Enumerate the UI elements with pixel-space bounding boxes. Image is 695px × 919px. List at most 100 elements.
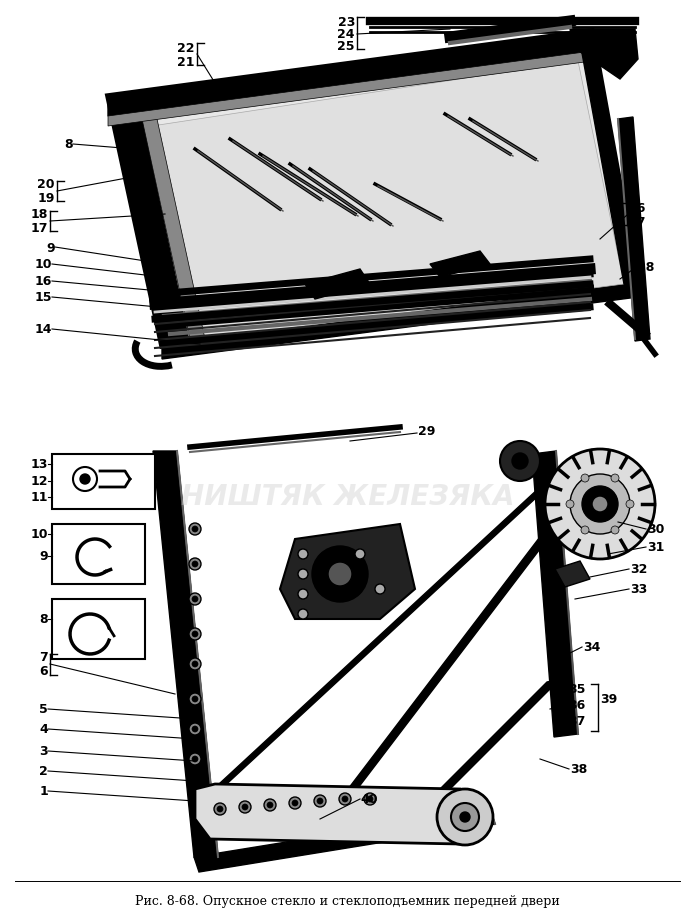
Text: 36: 36 [568, 698, 585, 711]
Circle shape [264, 800, 276, 811]
Circle shape [73, 468, 97, 492]
Circle shape [189, 693, 201, 705]
Text: 5: 5 [39, 703, 48, 716]
Circle shape [570, 474, 630, 535]
Polygon shape [194, 809, 495, 872]
Text: 14: 14 [35, 323, 52, 336]
Text: 40: 40 [360, 792, 377, 806]
Text: 34: 34 [583, 641, 600, 653]
Text: 22: 22 [177, 41, 195, 54]
Circle shape [355, 550, 365, 560]
Circle shape [592, 496, 608, 513]
Circle shape [460, 812, 470, 823]
Polygon shape [192, 471, 565, 809]
Polygon shape [195, 784, 480, 844]
Circle shape [298, 609, 308, 619]
Text: 23: 23 [338, 16, 355, 28]
Circle shape [342, 796, 348, 802]
Circle shape [217, 806, 223, 812]
Polygon shape [280, 525, 415, 619]
Circle shape [189, 559, 201, 571]
Text: 28: 28 [637, 261, 655, 274]
Text: 16: 16 [35, 275, 52, 289]
Text: 18: 18 [31, 209, 48, 221]
Circle shape [339, 793, 351, 805]
Circle shape [192, 596, 198, 602]
Text: 8: 8 [40, 613, 48, 626]
Circle shape [267, 802, 273, 808]
Text: 8: 8 [65, 139, 73, 152]
Circle shape [192, 562, 198, 567]
Polygon shape [390, 679, 560, 839]
Text: 3: 3 [40, 744, 48, 757]
Text: 38: 38 [570, 763, 587, 776]
Text: 1: 1 [39, 785, 48, 798]
Circle shape [367, 796, 373, 802]
Polygon shape [578, 32, 638, 285]
Polygon shape [570, 30, 638, 80]
Circle shape [192, 662, 198, 667]
Text: 11: 11 [31, 491, 48, 504]
Text: 15: 15 [35, 291, 52, 304]
Text: 35: 35 [568, 683, 585, 696]
Circle shape [451, 803, 479, 831]
Text: 9: 9 [40, 550, 48, 562]
Circle shape [298, 550, 308, 560]
Circle shape [242, 804, 248, 811]
Circle shape [192, 726, 198, 732]
Circle shape [292, 800, 298, 806]
Circle shape [328, 562, 352, 586]
Text: 7: 7 [39, 651, 48, 664]
Polygon shape [555, 562, 590, 587]
Polygon shape [152, 62, 624, 340]
Circle shape [298, 570, 308, 579]
Circle shape [189, 723, 201, 735]
Circle shape [192, 527, 198, 532]
Circle shape [189, 629, 201, 641]
Circle shape [312, 547, 368, 602]
Polygon shape [108, 32, 638, 346]
Text: 29: 29 [418, 425, 435, 438]
Text: Рис. 8-68. Опускное стекло и стеклоподъемник передней двери: Рис. 8-68. Опускное стекло и стеклоподъе… [135, 894, 560, 908]
Text: 2: 2 [39, 765, 48, 777]
Text: 10: 10 [35, 258, 52, 271]
Circle shape [289, 797, 301, 809]
Circle shape [545, 449, 655, 560]
Circle shape [500, 441, 540, 482]
Circle shape [189, 658, 201, 670]
Circle shape [192, 631, 198, 637]
Polygon shape [618, 118, 650, 342]
Text: 13: 13 [31, 458, 48, 471]
Circle shape [611, 527, 619, 535]
Circle shape [189, 524, 201, 536]
Polygon shape [305, 269, 370, 300]
Text: 6: 6 [40, 664, 48, 677]
Polygon shape [430, 252, 490, 278]
Circle shape [189, 754, 201, 766]
Circle shape [314, 795, 326, 807]
Text: 21: 21 [177, 55, 195, 68]
Polygon shape [310, 499, 578, 839]
Circle shape [437, 789, 493, 845]
Circle shape [512, 453, 528, 470]
Polygon shape [108, 32, 592, 117]
Circle shape [581, 527, 589, 535]
Polygon shape [532, 451, 578, 737]
Polygon shape [52, 455, 155, 509]
Text: 31: 31 [647, 541, 664, 554]
Text: 25: 25 [338, 40, 355, 52]
Text: 17: 17 [31, 221, 48, 234]
Polygon shape [52, 599, 145, 659]
Circle shape [375, 584, 385, 595]
Text: 26: 26 [628, 201, 646, 214]
Circle shape [192, 756, 198, 762]
Circle shape [189, 594, 201, 606]
Circle shape [626, 501, 634, 508]
Text: 33: 33 [630, 583, 647, 596]
Circle shape [582, 486, 618, 522]
Polygon shape [137, 96, 205, 340]
Text: 10: 10 [31, 528, 48, 541]
Text: 19: 19 [38, 191, 55, 204]
Polygon shape [108, 96, 190, 346]
Text: 39: 39 [600, 693, 617, 706]
